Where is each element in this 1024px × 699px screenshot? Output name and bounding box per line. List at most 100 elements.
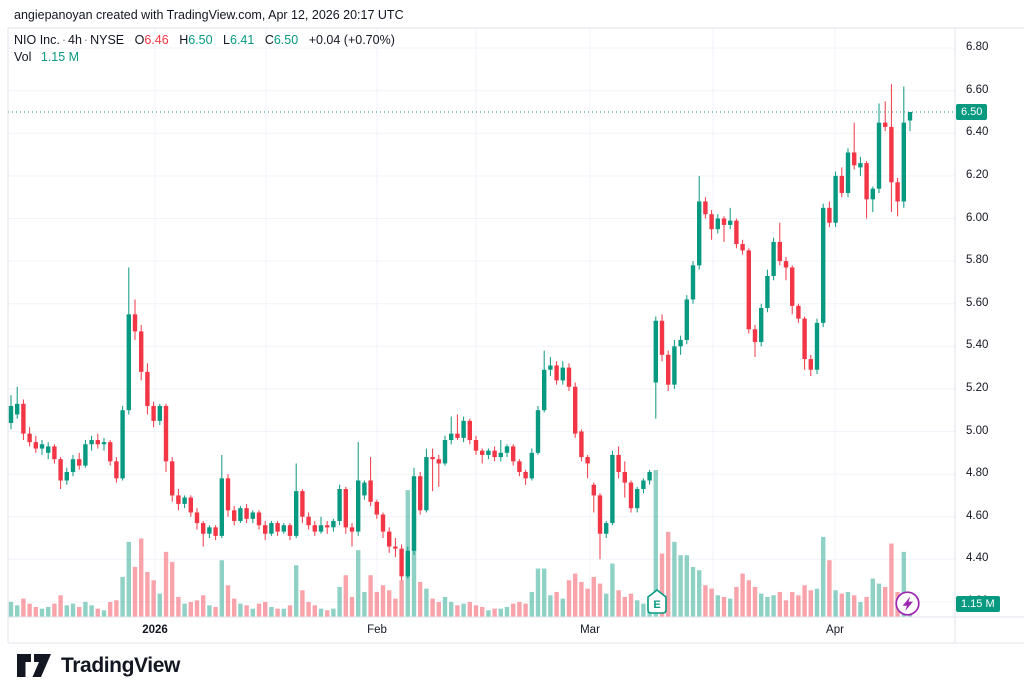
candle-body xyxy=(157,405,162,421)
candle-body xyxy=(901,122,906,202)
price-tick-label: 5.00 xyxy=(966,424,989,437)
candle-body xyxy=(604,523,609,534)
volume-bar xyxy=(883,586,888,617)
candle-body xyxy=(436,459,441,464)
volume-value: 1.15 M xyxy=(40,50,80,64)
volume-bar xyxy=(83,601,88,617)
volume-bar xyxy=(145,571,150,617)
volume-bar xyxy=(368,575,373,617)
volume-bar xyxy=(387,590,392,617)
volume-bar xyxy=(672,541,677,617)
volume-bar xyxy=(752,586,758,617)
interval-label: 4h xyxy=(68,33,82,47)
earnings-badge-shape xyxy=(647,588,667,614)
volume-bar xyxy=(225,585,231,617)
candle-body xyxy=(58,459,63,481)
volume-bar xyxy=(244,605,249,617)
candle-body xyxy=(33,442,38,449)
candle-body xyxy=(362,482,367,496)
volume-bar xyxy=(393,598,398,617)
earnings-marker[interactable]: E xyxy=(645,588,669,616)
candle-body xyxy=(765,276,770,308)
volume-bar xyxy=(306,601,311,617)
volume-bar xyxy=(597,583,603,617)
change-value: +0.04 (+0.70%) xyxy=(308,33,395,47)
candle-body xyxy=(895,182,900,202)
volume-bar xyxy=(796,595,801,617)
volume-bar xyxy=(356,550,361,617)
price-tick-label: 4.40 xyxy=(966,552,989,565)
volume-bar xyxy=(728,598,733,617)
candle-body xyxy=(486,450,491,455)
volume-bar xyxy=(157,593,162,617)
last-price-badge: 6.50 xyxy=(956,104,988,120)
open-value: 6.46 xyxy=(144,33,169,47)
volume-bar xyxy=(126,541,131,617)
volume-bar xyxy=(362,591,367,617)
volume-bar xyxy=(58,595,63,617)
volume-bar xyxy=(349,596,355,617)
candle-body xyxy=(250,512,255,519)
candle-body xyxy=(126,314,131,411)
volume-bar xyxy=(238,603,243,617)
candle-body xyxy=(176,495,181,504)
candle-body xyxy=(356,480,361,532)
volume-bar xyxy=(256,603,262,617)
volume-bar xyxy=(201,595,206,617)
price-tick-label: 6.60 xyxy=(966,83,989,96)
close-value: 6.50 xyxy=(273,33,299,47)
volume-bar xyxy=(523,603,528,617)
volume-bar xyxy=(765,596,770,617)
price-tick-label: 5.40 xyxy=(966,339,989,352)
candle-body xyxy=(721,218,727,225)
candle-body xyxy=(52,446,57,460)
candle-body xyxy=(579,431,584,458)
volume-bar xyxy=(163,551,169,617)
volume-bar xyxy=(294,565,299,617)
volume-bar xyxy=(573,573,578,617)
candle-body xyxy=(492,450,497,458)
volume-bar xyxy=(641,603,646,617)
volume-bar xyxy=(132,566,138,617)
candle-body xyxy=(728,220,733,225)
volume-bar xyxy=(678,555,683,617)
candle-body xyxy=(449,433,454,441)
candle-body xyxy=(263,525,268,534)
candle-body xyxy=(517,461,522,472)
volume-bar xyxy=(312,605,317,617)
candle-body xyxy=(858,163,863,168)
volume-bar xyxy=(480,606,485,617)
candle-body xyxy=(64,471,69,481)
candle-body xyxy=(845,152,851,193)
candle-body xyxy=(300,491,305,517)
volume-bar xyxy=(808,590,813,617)
candle-body xyxy=(225,478,231,511)
volume-bar xyxy=(827,560,832,617)
candle-body xyxy=(628,482,634,509)
volume-bar xyxy=(46,606,51,617)
candle-body xyxy=(337,489,342,521)
volume-bar xyxy=(876,583,882,617)
high-value: 6.50 xyxy=(188,33,213,47)
candle-body xyxy=(201,523,206,534)
candle-body xyxy=(213,527,218,536)
tradingview-logo[interactable]: TradingView xyxy=(16,653,180,678)
volume-bar xyxy=(610,563,615,617)
volume-bar xyxy=(628,593,634,617)
volume-bar xyxy=(176,596,181,617)
candle-body xyxy=(269,523,274,534)
candle-body xyxy=(635,489,640,509)
time-tick-label: Mar xyxy=(580,624,600,636)
candle-body xyxy=(876,122,882,189)
candle-body xyxy=(393,546,398,549)
volume-bar xyxy=(287,605,293,617)
volume-bar xyxy=(455,605,460,617)
candle-body xyxy=(653,320,658,383)
candle-body xyxy=(839,175,844,193)
flash-marker[interactable] xyxy=(894,590,921,617)
volume-bar xyxy=(833,590,838,617)
candle-body xyxy=(418,476,423,511)
candle-body xyxy=(585,457,590,464)
volume-bar xyxy=(560,598,565,617)
